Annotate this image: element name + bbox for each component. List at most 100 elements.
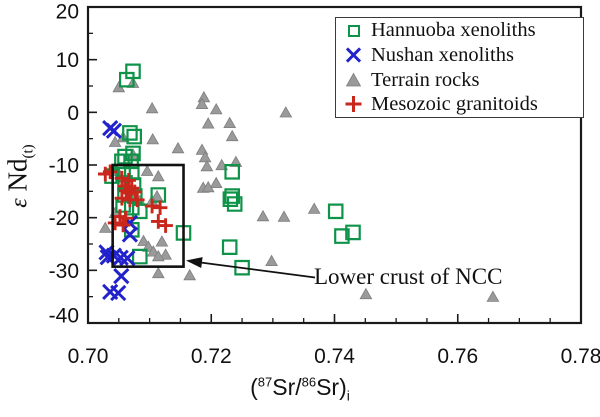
legend-item-nushan-xenoliths: Nushan xenoliths bbox=[341, 43, 583, 67]
legend-label: Terrain rocks bbox=[371, 68, 480, 91]
legend-label: Nushan xenoliths bbox=[371, 43, 514, 66]
data-point-square bbox=[122, 125, 138, 141]
data-point-triangle bbox=[151, 266, 165, 279]
data-point-x bbox=[113, 267, 130, 285]
data-point-triangle bbox=[200, 159, 214, 172]
data-point-triangle bbox=[159, 248, 172, 260]
x-marker-icon bbox=[345, 47, 362, 63]
data-point-square bbox=[126, 128, 142, 145]
y-axis-title: ε Nd(t) bbox=[2, 144, 37, 207]
data-point-x bbox=[121, 226, 139, 243]
data-point-triangle bbox=[486, 290, 500, 302]
y-tick-label: -10 bbox=[49, 155, 79, 178]
data-point-square bbox=[334, 228, 350, 244]
data-point-square bbox=[132, 248, 148, 265]
data-point-triangle bbox=[142, 240, 155, 252]
y-tick-label: -40 bbox=[49, 305, 79, 328]
data-point-plus bbox=[118, 210, 133, 226]
x-title-sub-i: i bbox=[346, 387, 350, 404]
x-title-sr1: Sr/ bbox=[272, 374, 302, 400]
x-title-sup86: 86 bbox=[301, 374, 317, 390]
data-point-triangle bbox=[151, 249, 165, 262]
data-point-triangle bbox=[359, 287, 373, 300]
plot-frame bbox=[86, 5, 583, 325]
legend-item-mesozoic-granitoids: Mesozoic granitoids bbox=[341, 92, 583, 116]
annotation-arrowhead bbox=[186, 257, 203, 268]
data-point-triangle bbox=[265, 254, 278, 266]
legend-label: Hannuoba xenoliths bbox=[371, 19, 536, 42]
x-title-sup87: 87 bbox=[257, 374, 273, 390]
data-point-square bbox=[345, 224, 361, 241]
epsilon-symbol: ε bbox=[6, 198, 33, 208]
data-point-plus bbox=[127, 184, 143, 200]
data-point-square bbox=[234, 259, 250, 276]
data-point-triangle bbox=[209, 176, 223, 188]
y-tick-label: 10 bbox=[56, 49, 79, 72]
data-point-triangle bbox=[98, 221, 112, 233]
x-title-sr2: Sr) bbox=[316, 374, 347, 400]
data-point-plus bbox=[152, 200, 168, 215]
data-point-square bbox=[124, 222, 140, 238]
data-point-plus bbox=[107, 215, 123, 231]
data-point-plus bbox=[130, 192, 145, 208]
data-point-triangle bbox=[140, 164, 154, 176]
data-point-triangle bbox=[146, 245, 160, 257]
x-tick-label: 0.74 bbox=[314, 345, 355, 368]
data-point-plus bbox=[102, 164, 118, 180]
data-point-triangle bbox=[277, 210, 291, 222]
data-point-triangle bbox=[256, 209, 270, 222]
data-point-triangle bbox=[201, 117, 215, 129]
y-axis-title-main: Nd bbox=[2, 158, 33, 199]
data-point-triangle bbox=[225, 129, 239, 142]
data-point-triangle bbox=[197, 90, 211, 103]
data-point-triangle bbox=[145, 101, 159, 114]
data-point-square bbox=[119, 71, 135, 88]
data-point-plus bbox=[151, 214, 166, 229]
data-point-plus bbox=[115, 217, 131, 233]
x-tick-label: 0.70 bbox=[68, 345, 109, 368]
legend-item-terrain-rocks: Terrain rocks bbox=[341, 68, 583, 92]
data-point-triangle bbox=[183, 268, 197, 281]
data-point-square bbox=[132, 203, 148, 220]
data-point-square bbox=[221, 239, 238, 255]
legend-label: Mesozoic granitoids bbox=[371, 93, 538, 116]
data-point-triangle bbox=[229, 155, 243, 167]
data-point-square bbox=[226, 196, 243, 212]
data-point-square bbox=[175, 225, 192, 241]
data-point-triangle bbox=[137, 234, 150, 246]
annotation-arrow-line bbox=[201, 261, 316, 279]
data-point-triangle bbox=[171, 141, 185, 154]
data-point-square bbox=[224, 188, 240, 204]
data-point-triangle bbox=[155, 235, 169, 247]
ncc-box bbox=[111, 163, 185, 268]
data-point-triangle bbox=[279, 106, 293, 118]
data-point-square bbox=[222, 191, 239, 207]
data-point-plus bbox=[114, 170, 130, 186]
data-point-square bbox=[150, 187, 167, 203]
data-point-plus bbox=[144, 198, 160, 214]
plus-marker-icon bbox=[345, 96, 362, 113]
data-point-triangle bbox=[307, 202, 321, 214]
x-tick-label: 0.76 bbox=[437, 345, 478, 368]
data-point-triangle bbox=[146, 132, 160, 145]
data-point-plus bbox=[158, 218, 173, 233]
data-point-x bbox=[119, 250, 136, 267]
data-point-triangle bbox=[151, 169, 165, 182]
data-point-x bbox=[110, 284, 127, 302]
data-point-square bbox=[327, 203, 344, 220]
x-axis-title: (87Sr/86Sr)i bbox=[0, 374, 600, 404]
x-title-open: ( bbox=[250, 374, 258, 400]
data-point-plus bbox=[114, 190, 130, 206]
annotation-lower-crust-label: Lower crust of NCC bbox=[314, 264, 503, 289]
y-tick-label: -20 bbox=[49, 207, 79, 230]
data-point-x bbox=[105, 122, 123, 139]
legend-item-hannuoba-xenoliths: Hannuoba xenoliths bbox=[341, 19, 583, 43]
data-point-triangle bbox=[195, 97, 209, 110]
y-tick-label: -30 bbox=[49, 260, 79, 283]
x-tick-label: 0.72 bbox=[191, 345, 232, 368]
square-marker-icon bbox=[348, 24, 360, 37]
y-axis-title-subscript: (t) bbox=[20, 144, 37, 159]
data-point-square bbox=[224, 164, 240, 180]
